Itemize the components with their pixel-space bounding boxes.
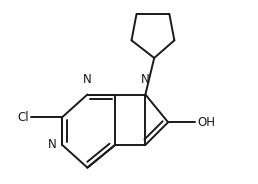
Text: OH: OH [198, 116, 215, 129]
Text: N: N [83, 73, 92, 86]
Text: N: N [141, 73, 150, 86]
Text: Cl: Cl [17, 111, 29, 124]
Text: N: N [48, 138, 57, 151]
